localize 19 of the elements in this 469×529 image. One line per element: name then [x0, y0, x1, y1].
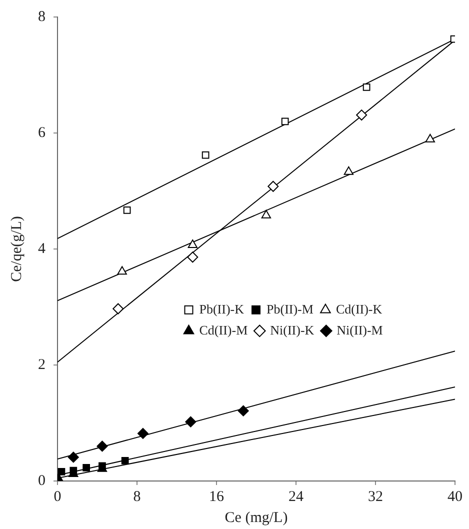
legend-label: Cd(II)-M: [199, 322, 248, 338]
legend-label: Pb(II)-K: [199, 301, 245, 316]
x-tick-label: 0: [54, 488, 62, 505]
x-tick-label: 40: [448, 488, 462, 505]
x-tick-label: 8: [133, 488, 141, 505]
legend-label: Pb(II)-M: [266, 301, 314, 316]
x-tick-label: 32: [368, 488, 383, 505]
legend-label: Ni(II)-K: [270, 322, 315, 338]
y-tick-label: 6: [38, 124, 46, 141]
y-tick-label: 4: [38, 240, 46, 257]
x-tick-label: 16: [209, 488, 224, 505]
y-tick-label: 2: [38, 356, 46, 373]
y-tick-label: 8: [38, 8, 46, 25]
legend-label: Cd(II)-K: [336, 301, 383, 316]
x-axis-title: Ce (mg/L): [224, 510, 288, 526]
y-tick-label: 0: [38, 472, 46, 489]
y-axis-title: Ce/qe(g/L): [8, 216, 25, 282]
legend-label: Ni(II)-M: [336, 322, 384, 338]
x-tick-label: 24: [288, 488, 304, 505]
